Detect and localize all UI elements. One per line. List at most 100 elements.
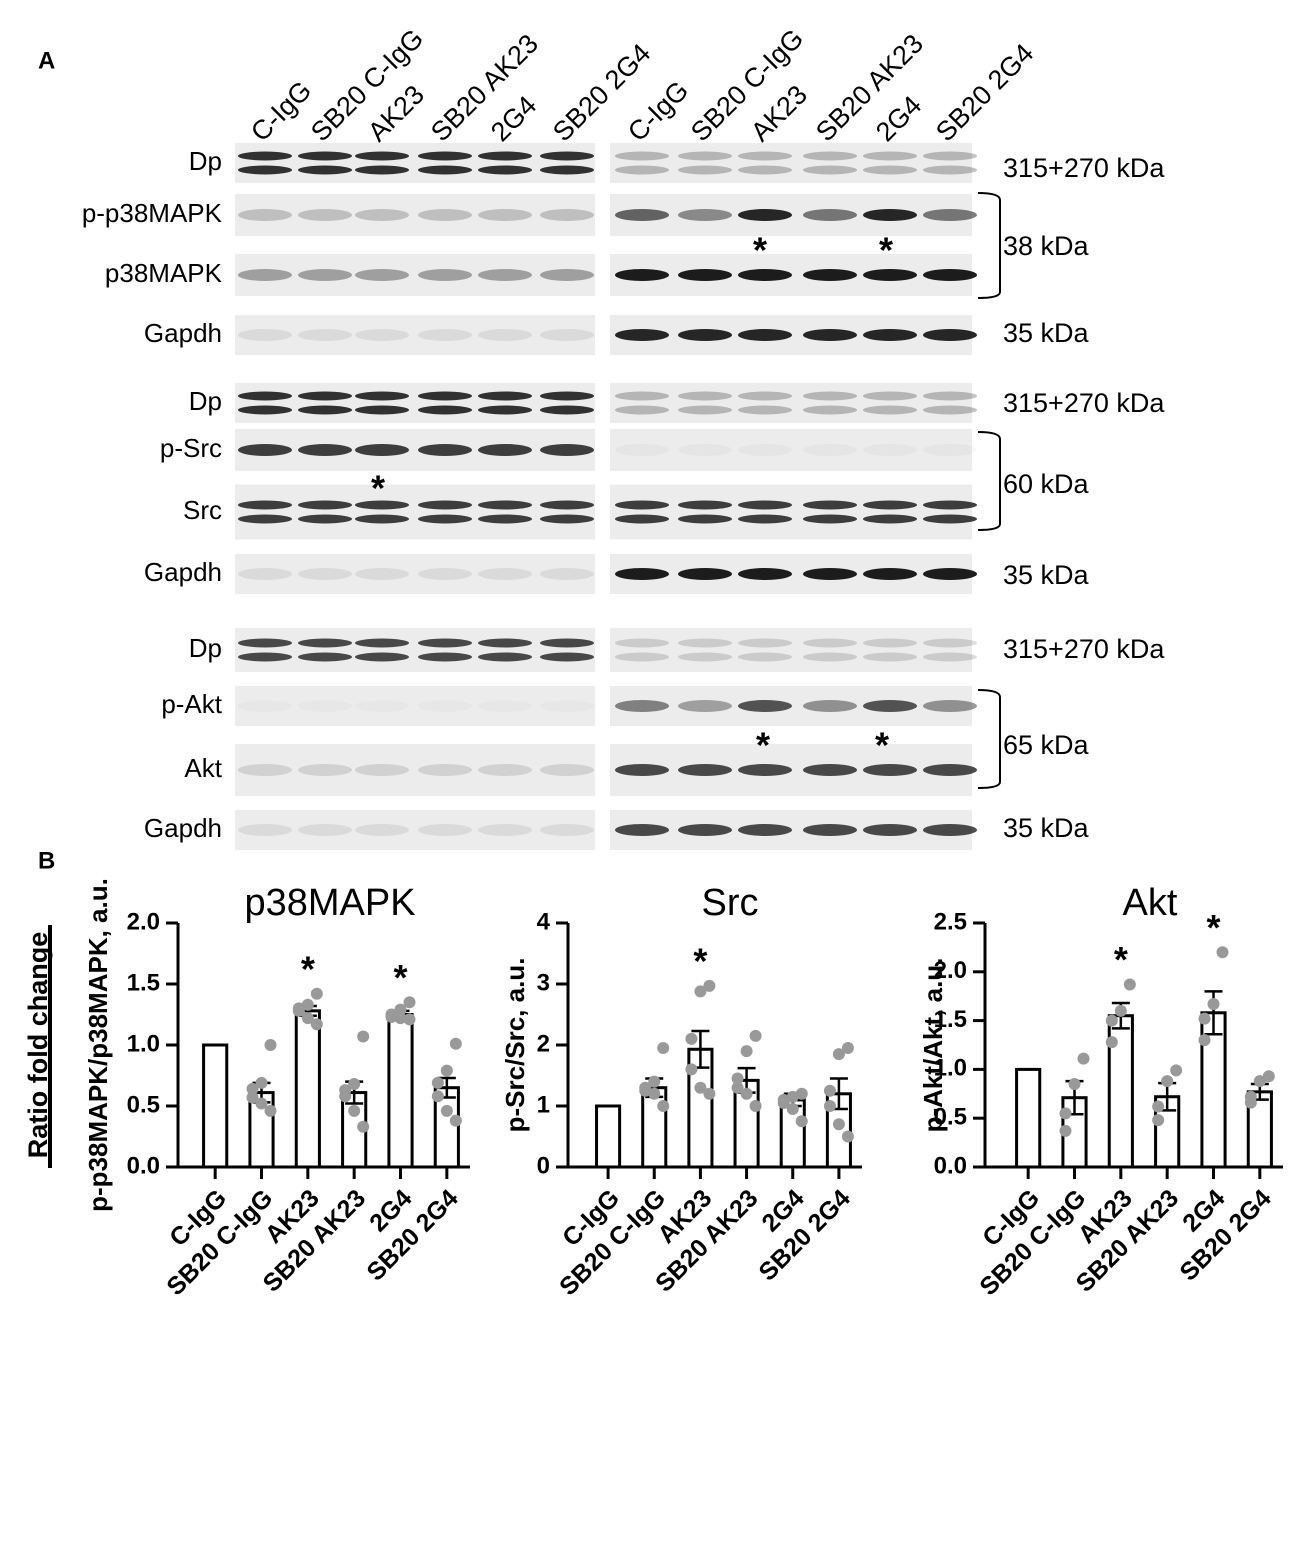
band xyxy=(863,652,917,662)
data-point xyxy=(264,1039,277,1051)
band xyxy=(615,151,669,161)
row-label: p-Src xyxy=(160,433,222,463)
data-point xyxy=(394,1003,407,1016)
bracket xyxy=(977,192,1001,299)
data-point xyxy=(795,1115,808,1128)
asterisk: * xyxy=(875,725,889,766)
band xyxy=(738,165,792,175)
data-point xyxy=(1068,1078,1081,1091)
band xyxy=(355,329,409,341)
size-label: 315+270 kDa xyxy=(1003,634,1165,664)
data-point xyxy=(403,1013,416,1026)
data-point xyxy=(1077,1052,1090,1065)
band xyxy=(478,568,532,580)
band xyxy=(923,500,977,510)
band xyxy=(540,165,594,175)
band xyxy=(478,151,532,161)
band xyxy=(478,405,532,415)
band xyxy=(923,824,977,836)
data-point xyxy=(440,1064,453,1077)
row-label: Dp xyxy=(189,386,222,416)
band xyxy=(355,405,409,415)
band xyxy=(803,405,857,415)
band xyxy=(478,329,532,341)
band xyxy=(238,269,292,281)
band xyxy=(238,500,292,510)
data-point xyxy=(1114,1004,1127,1017)
band xyxy=(355,764,409,776)
band xyxy=(863,405,917,415)
y-tick-label: 1.5 xyxy=(127,969,160,996)
data-point xyxy=(657,1100,670,1112)
band xyxy=(298,329,352,341)
band xyxy=(678,638,732,648)
asterisk: * xyxy=(371,468,385,509)
row-label: Gapdh xyxy=(144,557,222,587)
blot xyxy=(610,810,977,850)
band xyxy=(738,700,792,712)
data-point xyxy=(255,1097,268,1110)
band xyxy=(478,652,532,662)
data-point xyxy=(694,985,707,998)
band xyxy=(418,824,472,836)
data-point xyxy=(1152,1114,1165,1127)
band xyxy=(540,824,594,836)
band xyxy=(678,444,732,456)
band xyxy=(238,514,292,524)
blot-bg xyxy=(235,383,595,423)
data-point xyxy=(394,1012,407,1025)
band xyxy=(540,638,594,648)
data-point xyxy=(1059,1124,1072,1137)
band xyxy=(615,329,669,341)
bracket xyxy=(977,689,1001,789)
band xyxy=(355,638,409,648)
data-point xyxy=(357,1120,370,1133)
band xyxy=(923,165,977,175)
data-point xyxy=(795,1087,808,1100)
blot-bg xyxy=(235,554,595,594)
bracket xyxy=(977,431,1001,531)
chart-title: Src xyxy=(702,882,759,924)
y-tick-label: 2.0 xyxy=(127,908,160,935)
band xyxy=(238,700,292,712)
band xyxy=(803,391,857,401)
blot-bg xyxy=(235,429,595,471)
data-point xyxy=(648,1075,661,1088)
size-label: 35 kDa xyxy=(1003,560,1090,590)
band xyxy=(863,764,917,776)
band xyxy=(615,391,669,401)
asterisk: * xyxy=(393,957,407,998)
asterisk: * xyxy=(1206,907,1220,948)
data-point xyxy=(740,1087,753,1100)
band xyxy=(298,764,352,776)
band xyxy=(803,824,857,836)
band xyxy=(418,165,472,175)
band xyxy=(803,329,857,341)
band xyxy=(540,700,594,712)
lane-label: C-IgG xyxy=(245,75,317,147)
data-point xyxy=(1059,1107,1072,1120)
data-point xyxy=(255,1076,268,1089)
band xyxy=(678,151,732,161)
y-tick-label: 0 xyxy=(537,1152,550,1179)
asterisk: * xyxy=(301,948,315,989)
size-label: 315+270 kDa xyxy=(1003,153,1165,183)
band xyxy=(540,764,594,776)
data-point xyxy=(639,1084,652,1097)
band xyxy=(298,151,352,161)
band xyxy=(678,405,732,415)
band xyxy=(615,500,669,510)
data-point xyxy=(1170,1064,1183,1077)
band xyxy=(355,391,409,401)
data-point xyxy=(431,1076,444,1089)
band xyxy=(738,638,792,648)
asterisk: * xyxy=(756,725,770,766)
data-point xyxy=(310,1018,323,1031)
data-point xyxy=(1198,1034,1211,1047)
band xyxy=(803,652,857,662)
band xyxy=(863,165,917,175)
band xyxy=(355,444,409,456)
data-point xyxy=(264,1104,277,1117)
blot xyxy=(235,315,595,355)
blot xyxy=(235,254,595,296)
